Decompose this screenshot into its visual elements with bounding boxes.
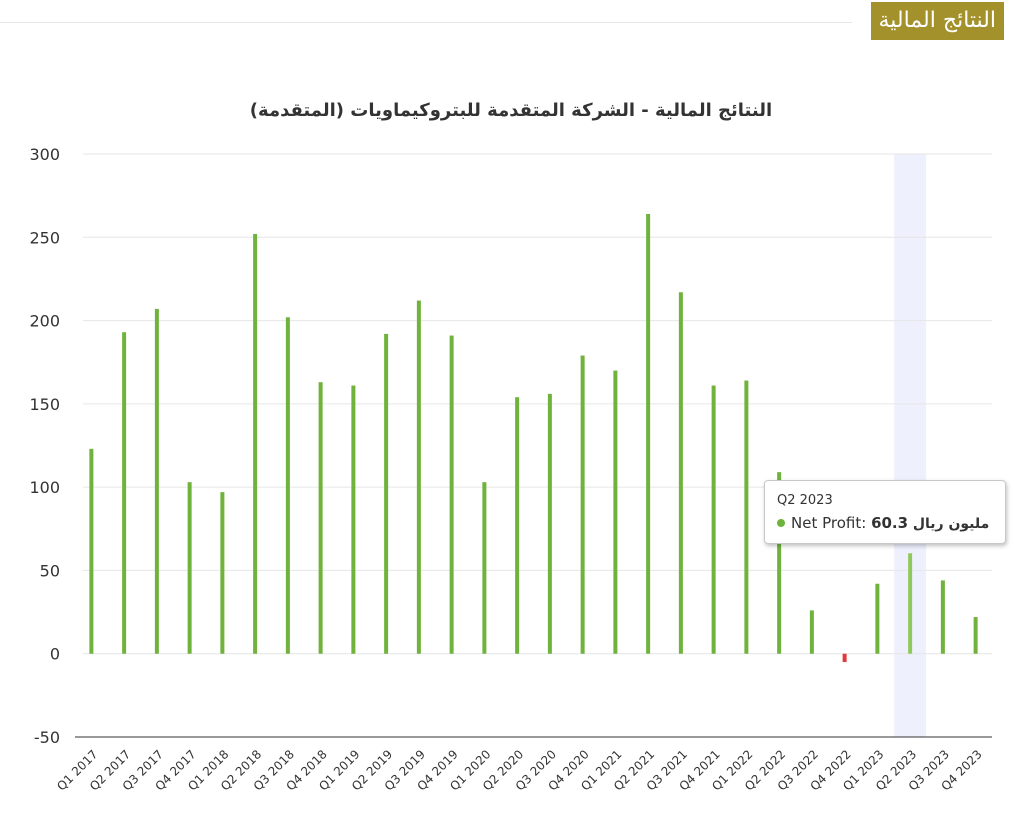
bar[interactable] <box>220 492 225 654</box>
bar[interactable] <box>908 553 913 654</box>
tooltip-unit: مليون ريال <box>912 516 990 532</box>
bar[interactable] <box>89 448 94 654</box>
chart-title: النتائج المالية - الشركة المتقدمة للبترو… <box>250 100 772 121</box>
top-divider <box>0 22 852 23</box>
bar[interactable] <box>973 617 978 654</box>
y-tick-label: 300 <box>29 145 60 164</box>
series-dot-icon <box>777 519 785 527</box>
y-tick-label: 0 <box>50 645 60 664</box>
grid-lines <box>83 153 992 655</box>
bar[interactable] <box>678 292 683 654</box>
bars <box>89 213 978 663</box>
bar[interactable] <box>318 382 323 654</box>
tooltip-category: Q2 2023 <box>777 493 833 508</box>
y-tick-label: -50 <box>34 728 60 747</box>
bar[interactable] <box>515 397 520 654</box>
bar[interactable] <box>744 380 749 654</box>
y-tick-label: 200 <box>29 312 60 331</box>
bar[interactable] <box>449 335 454 654</box>
bar[interactable] <box>580 355 585 654</box>
bar[interactable] <box>187 482 192 654</box>
bar[interactable] <box>351 385 356 654</box>
bar[interactable] <box>253 233 258 654</box>
bar[interactable] <box>875 583 880 654</box>
y-tick-label: 250 <box>29 228 60 247</box>
tooltip-value: 60.3 <box>871 514 909 532</box>
bar[interactable] <box>809 610 814 654</box>
bar[interactable] <box>613 370 618 654</box>
data-tooltip: Q2 2023 Net Profit: 60.3 مليون ريال <box>764 480 1006 544</box>
bar[interactable] <box>416 300 421 654</box>
y-tick-label: 50 <box>40 561 60 580</box>
bar[interactable] <box>777 472 782 654</box>
bar[interactable] <box>547 393 552 654</box>
section-badge: النتائج المالية <box>870 2 1004 40</box>
bar[interactable] <box>285 317 290 654</box>
bar[interactable] <box>940 580 945 654</box>
bar[interactable] <box>711 385 716 654</box>
tooltip-row: Net Profit: 60.3 مليون ريال <box>777 514 989 532</box>
bar[interactable] <box>384 333 389 654</box>
tooltip-series-name: Net Profit <box>791 514 862 532</box>
bar[interactable] <box>154 308 159 654</box>
y-tick-label: 150 <box>29 395 60 414</box>
y-tick-label: 100 <box>29 478 60 497</box>
y-tick-labels: 300 250 200 150 100 50 0 -50 <box>29 145 60 747</box>
bar[interactable] <box>122 332 127 654</box>
bar[interactable] <box>646 213 651 654</box>
bar[interactable] <box>842 653 847 663</box>
bar[interactable] <box>482 482 487 654</box>
